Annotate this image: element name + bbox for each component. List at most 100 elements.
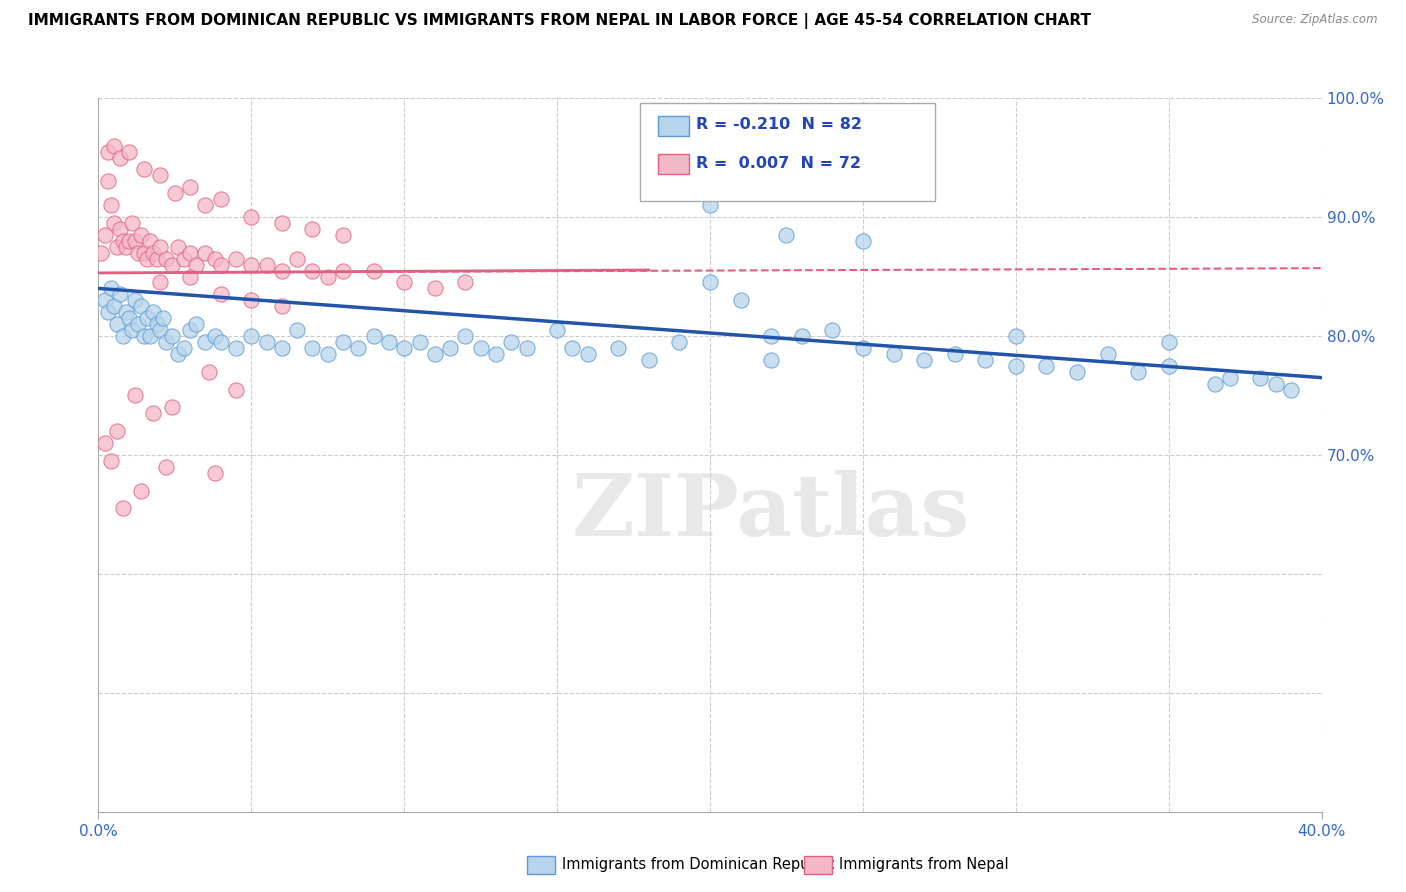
Point <box>225 252 247 266</box>
Point <box>179 269 201 284</box>
Point <box>149 169 172 183</box>
Point <box>240 293 263 308</box>
Point <box>179 245 201 260</box>
Point <box>1279 383 1302 397</box>
Point <box>1264 376 1286 391</box>
Point <box>160 258 183 272</box>
Point <box>821 323 844 337</box>
Point <box>93 293 115 308</box>
Point <box>149 323 172 337</box>
Point <box>186 317 208 331</box>
Point <box>121 323 143 337</box>
Point <box>139 234 162 248</box>
Point <box>699 198 721 212</box>
Point <box>363 329 385 343</box>
Text: R = -0.210  N = 82: R = -0.210 N = 82 <box>696 118 862 132</box>
Point <box>209 287 232 301</box>
Point <box>316 269 339 284</box>
Point <box>423 347 446 361</box>
Point <box>118 234 141 248</box>
Text: IMMIGRANTS FROM DOMINICAN REPUBLIC VS IMMIGRANTS FROM NEPAL IN LABOR FORCE | AGE: IMMIGRANTS FROM DOMINICAN REPUBLIC VS IM… <box>28 13 1091 29</box>
Point <box>1097 347 1119 361</box>
Point <box>790 329 813 343</box>
Point <box>134 162 156 177</box>
Point <box>209 334 232 349</box>
Point <box>194 334 217 349</box>
Point <box>105 240 128 254</box>
Point <box>136 311 159 326</box>
Point <box>97 145 120 159</box>
Point <box>124 293 146 308</box>
Point <box>129 483 152 498</box>
Text: R =  0.007  N = 72: R = 0.007 N = 72 <box>696 156 860 170</box>
Point <box>730 293 752 308</box>
Point <box>118 145 141 159</box>
Point <box>108 151 131 165</box>
Point <box>1004 359 1026 373</box>
Point <box>136 252 159 266</box>
Point <box>194 245 217 260</box>
Point <box>209 192 232 206</box>
Point <box>1035 359 1057 373</box>
Point <box>285 252 308 266</box>
Point <box>301 222 323 236</box>
Point <box>97 174 120 188</box>
Point <box>974 352 997 367</box>
Point <box>142 406 165 420</box>
Point <box>761 352 783 367</box>
Point <box>240 210 263 224</box>
Point <box>485 347 508 361</box>
Point <box>134 329 156 343</box>
Text: Immigrants from Dominican Republic: Immigrants from Dominican Republic <box>562 857 835 871</box>
Point <box>392 341 416 355</box>
Point <box>90 245 112 260</box>
Point <box>576 347 599 361</box>
Point <box>316 347 339 361</box>
Point <box>152 311 174 326</box>
Point <box>124 388 146 402</box>
Point <box>1204 376 1226 391</box>
Point <box>142 305 165 319</box>
Point <box>439 341 461 355</box>
Point <box>775 227 797 242</box>
Point <box>454 329 477 343</box>
Point <box>149 240 172 254</box>
Point <box>270 341 294 355</box>
Point <box>240 258 263 272</box>
Point <box>240 329 263 343</box>
Point <box>546 323 568 337</box>
Point <box>209 258 232 272</box>
Point <box>561 341 583 355</box>
Text: ZIPatlas: ZIPatlas <box>572 470 970 554</box>
Text: Immigrants from Nepal: Immigrants from Nepal <box>839 857 1010 871</box>
Point <box>167 347 190 361</box>
Point <box>118 311 141 326</box>
Point <box>423 281 446 295</box>
Point <box>129 299 152 313</box>
Point <box>93 227 115 242</box>
Point <box>408 334 430 349</box>
Point <box>194 198 217 212</box>
Point <box>129 227 152 242</box>
Point <box>699 276 721 290</box>
Point <box>127 317 149 331</box>
Point <box>105 317 128 331</box>
Point <box>160 329 183 343</box>
Point <box>103 216 125 230</box>
Point <box>97 305 120 319</box>
Point <box>454 276 477 290</box>
Point <box>225 383 247 397</box>
Point <box>160 401 183 415</box>
Point <box>607 341 630 355</box>
Point <box>1004 329 1026 343</box>
Point <box>270 299 294 313</box>
Point <box>1128 365 1150 379</box>
Point <box>301 341 323 355</box>
Point <box>124 234 146 248</box>
Point <box>145 317 167 331</box>
Point <box>105 424 128 438</box>
Point <box>121 216 143 230</box>
Point <box>270 216 294 230</box>
Point <box>115 305 138 319</box>
Point <box>100 454 122 468</box>
